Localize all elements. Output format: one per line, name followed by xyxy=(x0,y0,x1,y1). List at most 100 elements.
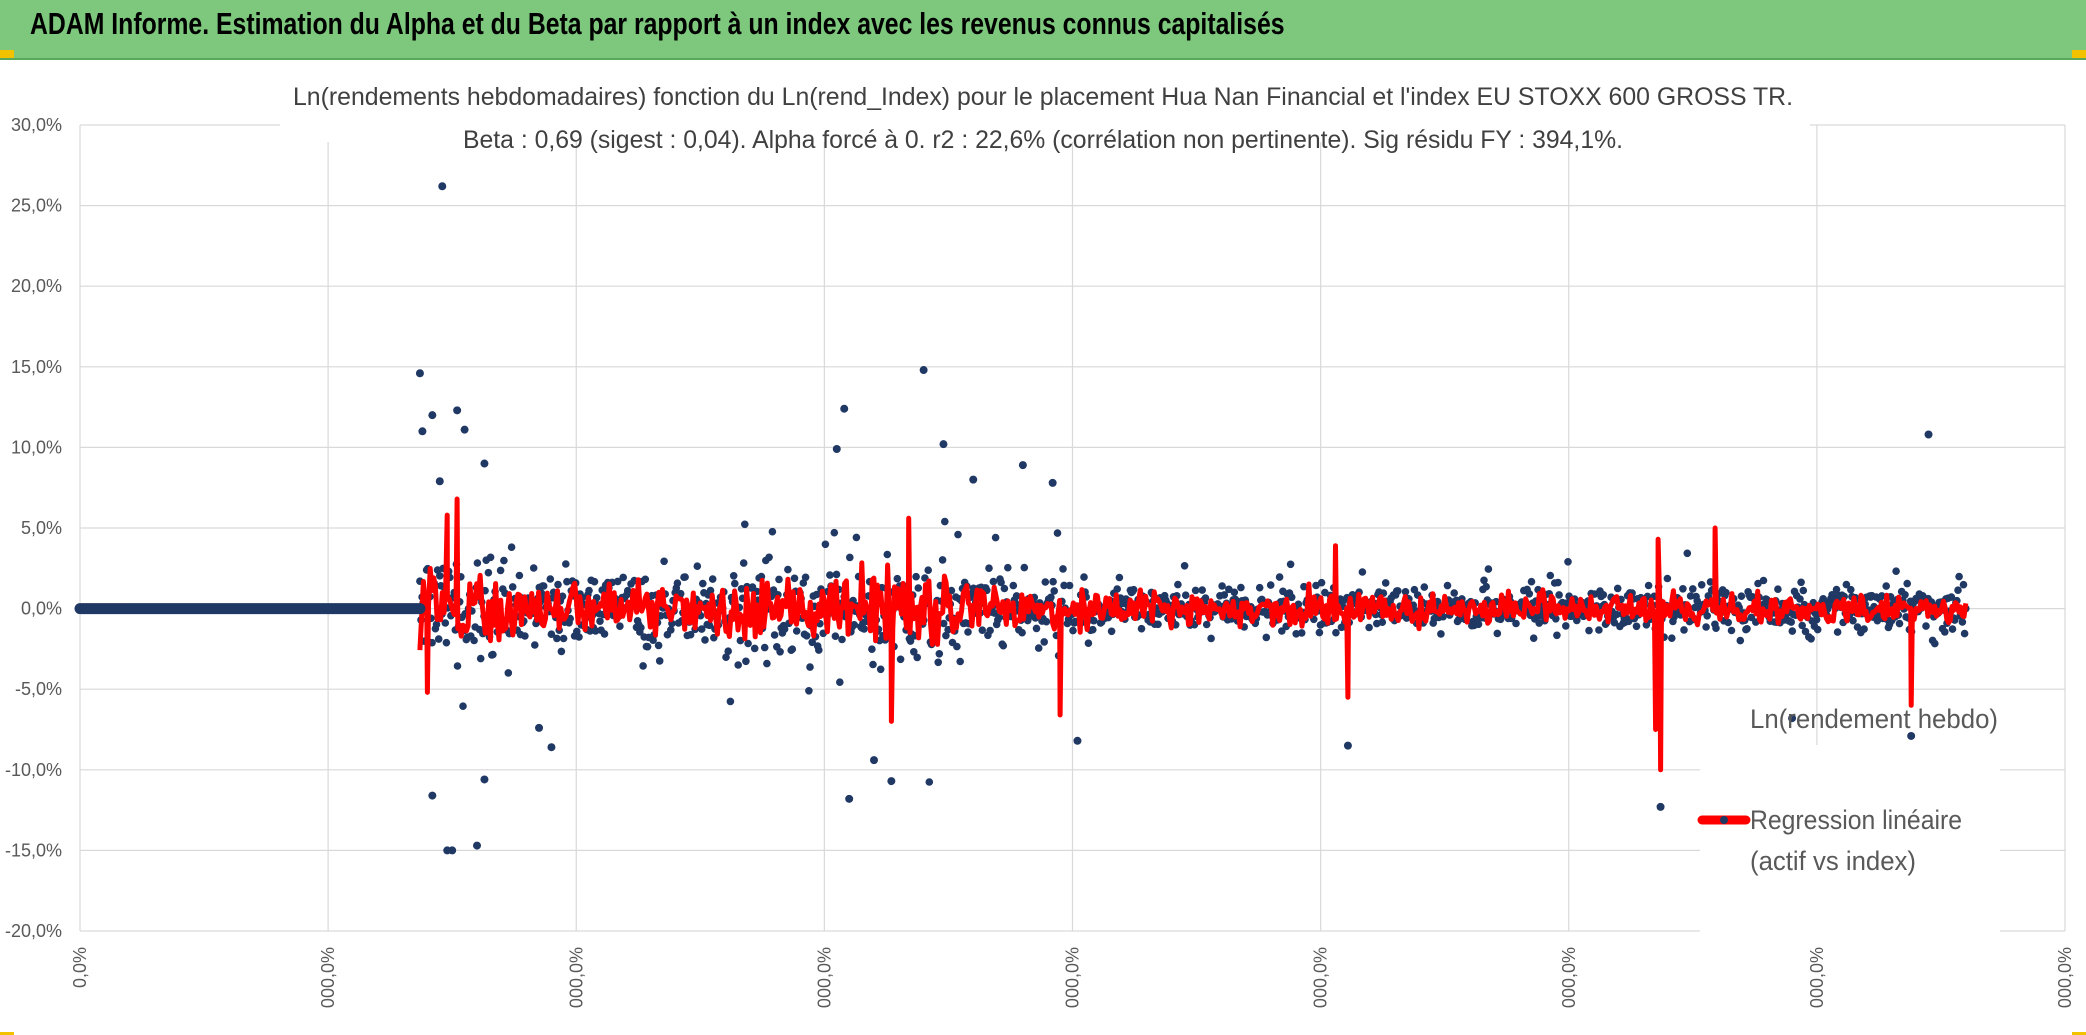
data-point xyxy=(434,635,443,643)
data-point-outlier xyxy=(428,791,437,800)
data-point xyxy=(708,575,717,583)
data-point-outlier xyxy=(887,777,896,786)
data-point xyxy=(1697,581,1706,589)
data-point xyxy=(558,592,567,601)
data-point xyxy=(1484,565,1493,573)
data-point xyxy=(1703,612,1711,620)
data-point xyxy=(860,625,868,633)
data-point xyxy=(1041,578,1050,586)
data-point xyxy=(1759,576,1768,585)
data-point xyxy=(1394,587,1402,595)
data-point xyxy=(1060,581,1068,590)
data-point xyxy=(1807,635,1815,643)
data-point xyxy=(673,579,682,587)
data-point xyxy=(486,553,495,562)
data-point xyxy=(1493,629,1502,638)
data-point xyxy=(473,559,482,567)
data-point xyxy=(1712,624,1720,632)
x-tick-label: 0,0% xyxy=(70,947,90,988)
data-point xyxy=(1680,626,1688,634)
data-point xyxy=(1084,639,1093,647)
chart-legend: Ln(rendement hebdo) Regression linéaire … xyxy=(1697,704,2000,945)
data-point xyxy=(1948,625,1957,633)
report-title: ADAM Informe. Estimation du Alpha et du … xyxy=(30,6,1285,41)
x-tick-label: 000,0% xyxy=(1807,947,1827,1008)
data-point xyxy=(1787,618,1795,626)
data-point xyxy=(1032,624,1041,633)
data-point xyxy=(792,627,801,635)
data-point xyxy=(1555,591,1563,599)
data-point xyxy=(1294,600,1303,609)
data-point xyxy=(557,647,566,656)
data-point xyxy=(1922,622,1930,630)
y-tick-label: 5,0% xyxy=(21,518,62,538)
data-point xyxy=(531,641,539,649)
data-point xyxy=(641,575,650,584)
data-point xyxy=(830,528,839,537)
data-point xyxy=(953,642,961,651)
data-point xyxy=(476,654,485,663)
data-point xyxy=(1525,590,1534,598)
data-point-outlier xyxy=(415,369,424,378)
data-point xyxy=(1317,578,1326,587)
data-point xyxy=(910,648,918,656)
data-point xyxy=(935,650,944,658)
x-tick-label: 000,0% xyxy=(1063,947,1083,1008)
data-point xyxy=(850,621,858,629)
data-point xyxy=(1297,629,1306,637)
data-point xyxy=(846,553,854,562)
y-tick-label: 15,0% xyxy=(11,357,62,377)
data-point xyxy=(1237,583,1245,592)
data-point xyxy=(964,628,972,636)
y-tick-label: 0,0% xyxy=(21,599,62,619)
data-point xyxy=(643,642,652,651)
data-point xyxy=(1702,623,1710,631)
scatter-chart: 30,0% 25,0% 20,0% 15,0% 10,0% 5,0% 0,0% -5,0% -1… xyxy=(0,60,2086,1032)
data-point xyxy=(726,697,735,706)
data-point xyxy=(1860,625,1868,633)
data-point xyxy=(989,577,998,586)
data-point-outlier xyxy=(453,406,462,415)
data-point xyxy=(1115,573,1124,582)
data-point xyxy=(736,636,745,645)
data-point-outlier xyxy=(832,445,841,454)
data-point xyxy=(1797,578,1805,587)
data-point-outlier xyxy=(1018,461,1027,470)
data-point xyxy=(914,584,923,592)
data-point xyxy=(838,635,846,644)
data-point xyxy=(729,572,738,580)
data-point xyxy=(760,643,769,652)
data-point xyxy=(1727,626,1736,635)
data-point-outlier xyxy=(438,182,447,191)
data-point xyxy=(1683,549,1692,558)
data-point xyxy=(868,645,876,653)
data-point xyxy=(1437,630,1445,638)
data-point xyxy=(1743,625,1751,633)
data-point xyxy=(869,660,877,669)
data-point xyxy=(1527,577,1536,586)
data-point xyxy=(815,646,823,654)
data-point xyxy=(686,630,695,639)
data-point xyxy=(1668,634,1676,642)
data-point xyxy=(655,657,664,665)
data-point xyxy=(1450,589,1458,597)
data-point xyxy=(986,626,994,635)
data-point xyxy=(1266,581,1275,589)
data-point xyxy=(836,678,844,686)
data-point xyxy=(507,543,516,551)
data-point xyxy=(775,575,783,584)
data-point xyxy=(1191,586,1200,595)
data-point xyxy=(1686,592,1695,600)
data-point xyxy=(912,572,920,581)
data-point xyxy=(1080,573,1088,581)
data-point xyxy=(639,662,647,670)
data-point xyxy=(1050,587,1058,595)
data-point xyxy=(1198,586,1206,594)
x-tick-label: 000,0% xyxy=(1311,947,1331,1008)
data-point xyxy=(1724,618,1732,627)
data-point xyxy=(1832,585,1841,594)
data-point xyxy=(562,560,570,568)
data-point xyxy=(459,702,467,710)
data-point xyxy=(808,638,816,647)
data-point xyxy=(590,577,599,586)
